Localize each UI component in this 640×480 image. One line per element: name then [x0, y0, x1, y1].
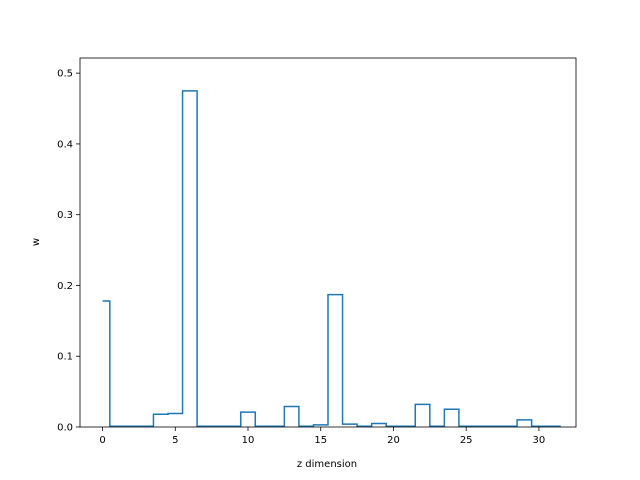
x-tick-label: 20: [387, 435, 400, 446]
x-tick-label: 30: [533, 435, 546, 446]
y-tick-label: 0.3: [57, 210, 73, 221]
plot-area: 0 5 10 15 20 25 30 0.0 0.1 0.2 0.3 0.4 0.5: [57, 57, 577, 446]
x-tick-label: 0: [99, 435, 105, 446]
y-tick-label: 0.1: [57, 352, 73, 363]
x-tick-label: 15: [314, 435, 327, 446]
x-tick-label: 25: [460, 435, 473, 446]
x-axis-label: z dimension: [297, 459, 357, 470]
x-tick-label: 5: [172, 435, 178, 446]
y-tick-label: 0.2: [57, 281, 73, 292]
axes-frame: [79, 57, 577, 428]
y-tick-label: 0.0: [57, 423, 73, 434]
y-axis-label: w: [31, 238, 42, 246]
x-tick-label: 10: [242, 435, 255, 446]
step-series-line: [102, 90, 561, 428]
y-tick-label: 0.4: [57, 139, 73, 150]
y-tick-label: 0.5: [57, 69, 73, 80]
